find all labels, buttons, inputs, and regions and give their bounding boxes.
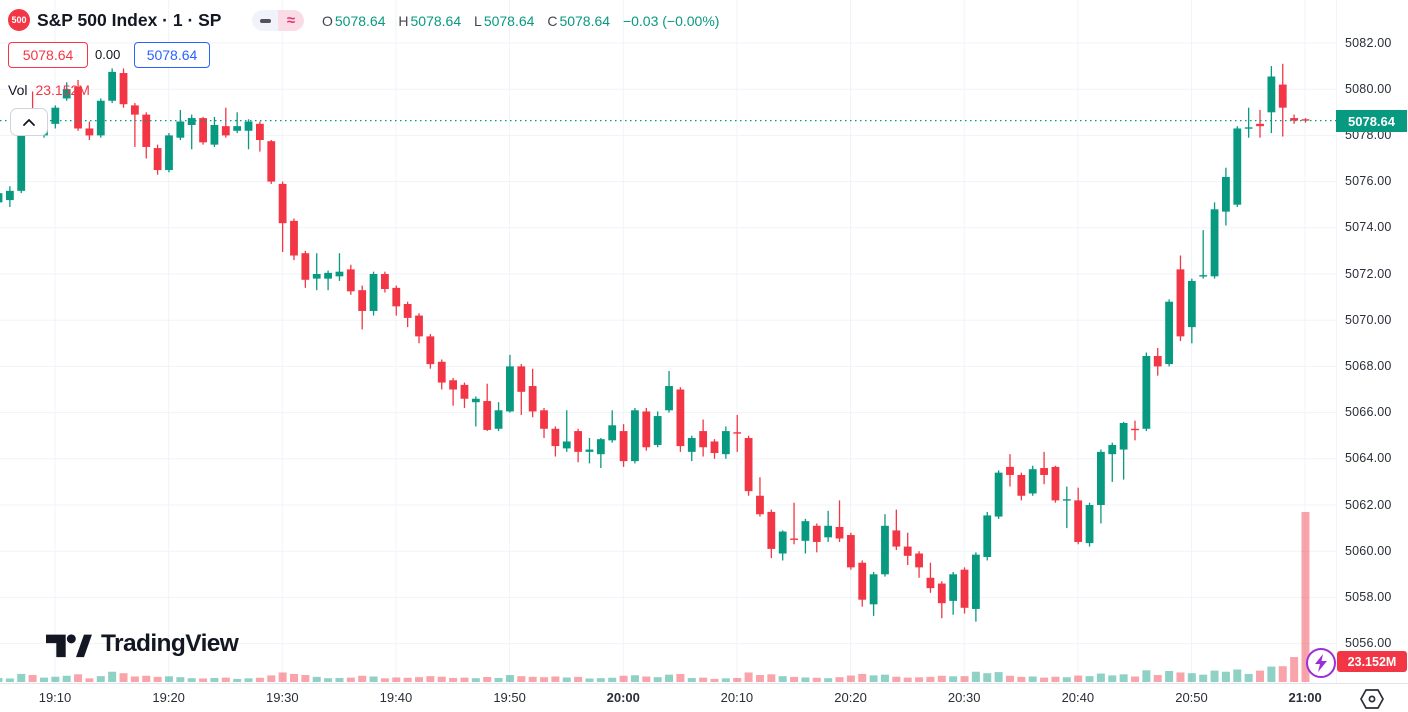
candlestick-chart[interactable]	[0, 0, 1408, 683]
x-axis-label: 21:00	[1288, 690, 1322, 705]
y-axis-label: 5068.00	[1345, 358, 1392, 373]
close-value: 5078.64	[559, 13, 611, 29]
x-axis-label: 20:50	[1175, 690, 1208, 705]
flash-volume-button[interactable]	[1306, 648, 1336, 678]
x-axis-label: 19:30	[266, 690, 299, 705]
grid	[0, 0, 1336, 683]
volume-value: 23.152M	[35, 82, 90, 98]
low-label: L	[474, 13, 482, 29]
x-axis-label: 20:40	[1061, 690, 1095, 705]
y-axis-label: 5060.00	[1345, 543, 1392, 558]
open-label: O	[322, 13, 333, 29]
tradingview-mark-icon	[46, 634, 92, 658]
volume-bars	[0, 512, 1310, 682]
chevron-up-icon	[23, 119, 35, 126]
volume-badge: 23.152M	[1337, 651, 1407, 672]
wave-icon: ≈	[286, 12, 296, 29]
x-axis-label: 19:20	[152, 690, 185, 705]
wave-indicator-button[interactable]: ≈	[278, 10, 304, 31]
x-axis-label: 19:10	[38, 690, 72, 705]
y-axis-label: 5074.00	[1345, 220, 1392, 235]
lightning-icon	[1315, 654, 1327, 672]
symbol-title[interactable]: S&P 500 Index · 1 · SP	[37, 10, 222, 30]
change-value: −0.03 (−0.00%)	[622, 13, 720, 29]
high-value: 5078.64	[410, 13, 462, 29]
y-axis-label: 5080.00	[1345, 81, 1392, 96]
tradingview-logo[interactable]: TradingView	[45, 629, 239, 659]
dash-icon	[259, 18, 271, 23]
x-axis-label: 20:10	[720, 690, 754, 705]
legend-toggle-pills[interactable]: ≈	[252, 10, 304, 31]
y-axis-label: 5058.00	[1345, 589, 1392, 604]
tradingview-wordmark: TradingView	[101, 630, 239, 657]
x-axis-label: 19:40	[379, 690, 413, 705]
y-axis-label: 5082.00	[1345, 35, 1392, 50]
x-axis-label: 20:20	[834, 690, 867, 705]
open-value: 5078.64	[334, 13, 386, 29]
session-settings-icon[interactable]	[1360, 688, 1384, 710]
y-axis-label: 5070.00	[1345, 312, 1392, 327]
low-value: 5078.64	[483, 13, 535, 29]
x-axis-label: 20:00	[606, 690, 640, 705]
hide-indicator-button[interactable]	[252, 10, 278, 31]
buy-price-button[interactable]: 5078.64	[134, 42, 210, 68]
close-label: C	[547, 13, 558, 29]
price-axis[interactable]: 5082.00 5080.00 5078.00 5076.00 5074.00 5072.…	[1336, 0, 1408, 683]
y-axis-label: 5062.00	[1345, 497, 1392, 512]
y-axis-label: 5056.00	[1345, 636, 1392, 651]
symbol-logo: 500	[8, 9, 30, 31]
time-axis[interactable]: 19:10 19:20 19:30 19:40 19:50 20:00 20:10 20:20…	[0, 683, 1408, 712]
volume-label: Vol	[8, 82, 28, 98]
spread-value: 0.00	[95, 47, 121, 62]
y-axis-label: 5066.00	[1345, 405, 1392, 420]
ohlc-readout: O 5078.64 H 5078.64 L 5078.64 C 5078.64 −0.0…	[322, 13, 719, 29]
y-axis-label: 5064.00	[1345, 451, 1392, 466]
last-price-tag: 5078.64	[1336, 110, 1407, 132]
high-label: H	[398, 13, 409, 29]
x-axis-label: 20:30	[947, 690, 981, 705]
x-axis-label: 19:50	[493, 690, 526, 705]
collapse-legend-button[interactable]	[10, 108, 48, 136]
volume-readout: Vol 23.152M	[8, 82, 90, 98]
candles	[0, 63, 1310, 622]
sell-price-button[interactable]: 5078.64	[8, 42, 88, 68]
y-axis-label: 5076.00	[1345, 174, 1392, 189]
y-axis-label: 5072.00	[1345, 266, 1392, 281]
